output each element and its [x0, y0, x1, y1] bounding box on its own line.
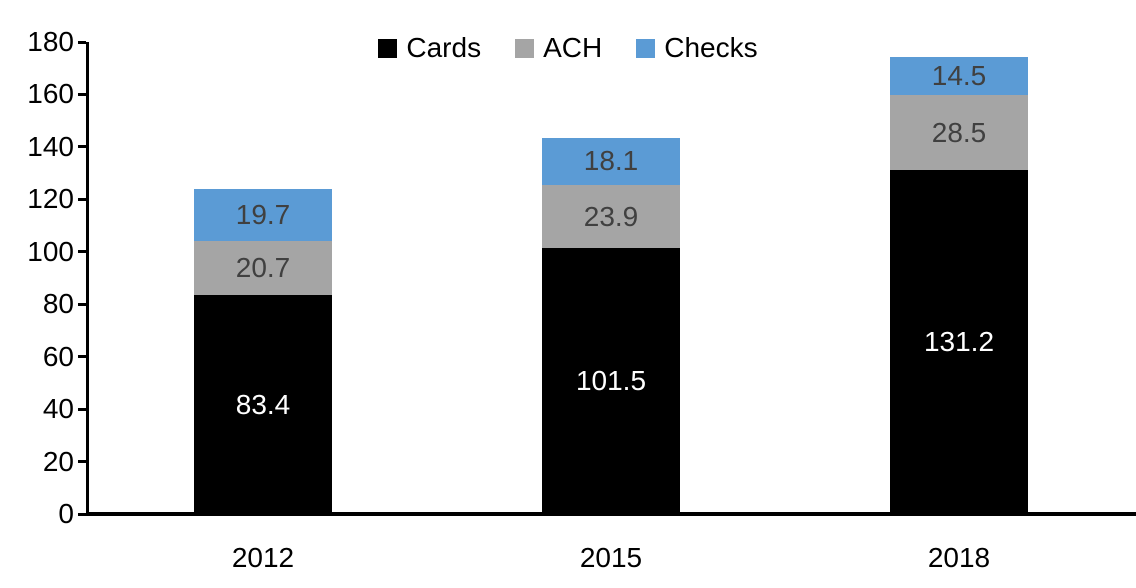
y-axis-tick	[78, 197, 86, 201]
bar-segment-cards-2018: 131.2	[890, 169, 1028, 514]
y-axis-tick-label: 180	[27, 26, 74, 57]
y-axis-tick	[78, 512, 86, 516]
y-axis-tick	[78, 250, 86, 254]
x-axis-category-label: 2015	[579, 542, 643, 573]
legend-item-ach: ACH	[515, 34, 602, 62]
y-axis-tick-label: 60	[42, 340, 74, 372]
x-axis-category-label: 2018	[927, 542, 991, 573]
legend-swatch-checks-icon	[636, 38, 656, 58]
legend-label-checks: Checks	[664, 32, 758, 63]
y-axis-tick-label: 120	[27, 183, 74, 215]
bar-value-label: 23.9	[583, 200, 639, 232]
legend-swatch-ach-icon	[515, 38, 535, 58]
bar-segment-cards-2012: 83.4	[194, 295, 332, 514]
bar-value-label: 28.5	[931, 116, 987, 148]
bar-value-label: 101.5	[575, 364, 647, 396]
bar-value-label: 20.7	[235, 252, 291, 284]
y-axis-tick	[78, 407, 86, 411]
bar-segment-cards-2015: 101.5	[542, 247, 680, 514]
y-axis-tick	[78, 460, 86, 464]
bar-segment-checks-2015: 18.1	[542, 137, 680, 186]
bar-value-label: 19.7	[235, 199, 291, 231]
y-axis-tick	[78, 40, 86, 44]
bar-segment-ach-2012: 20.7	[194, 241, 332, 296]
x-axis-category-label: 2012	[231, 542, 295, 573]
y-axis-tick-label: 0	[58, 498, 74, 529]
legend-item-checks: Checks	[636, 32, 758, 63]
y-axis-tick	[78, 92, 86, 96]
y-axis-tick-label: 20	[42, 445, 74, 477]
legend-label-cards: Cards	[406, 32, 482, 63]
y-axis-tick-label: 100	[27, 235, 74, 267]
bar-value-label: 131.2	[923, 325, 995, 357]
bar-segment-ach-2015: 23.9	[542, 185, 680, 248]
y-axis-tick-label: 40	[42, 393, 74, 425]
legend-swatch-cards-icon	[378, 38, 398, 58]
bar-value-label: 18.1	[583, 145, 639, 177]
legend-item-cards: Cards	[378, 34, 481, 62]
y-axis-tick-label: 140	[27, 130, 74, 162]
y-axis-line	[86, 42, 89, 516]
bar-segment-checks-2018: 14.5	[890, 57, 1028, 96]
bar-segment-checks-2012: 19.7	[194, 189, 332, 242]
y-axis-tick	[78, 145, 86, 149]
legend: Cards ACH Checks	[0, 34, 1136, 62]
y-axis-tick	[78, 302, 86, 306]
y-axis-tick	[78, 355, 86, 359]
bar-value-label: 83.4	[235, 388, 291, 420]
bar-segment-ach-2018: 28.5	[890, 95, 1028, 170]
x-axis-line	[86, 512, 1136, 516]
legend-label-ach: ACH	[543, 32, 603, 63]
bar-value-label: 14.5	[931, 60, 987, 92]
y-axis-tick-label: 160	[27, 78, 74, 110]
y-axis-tick-label: 80	[42, 288, 74, 320]
